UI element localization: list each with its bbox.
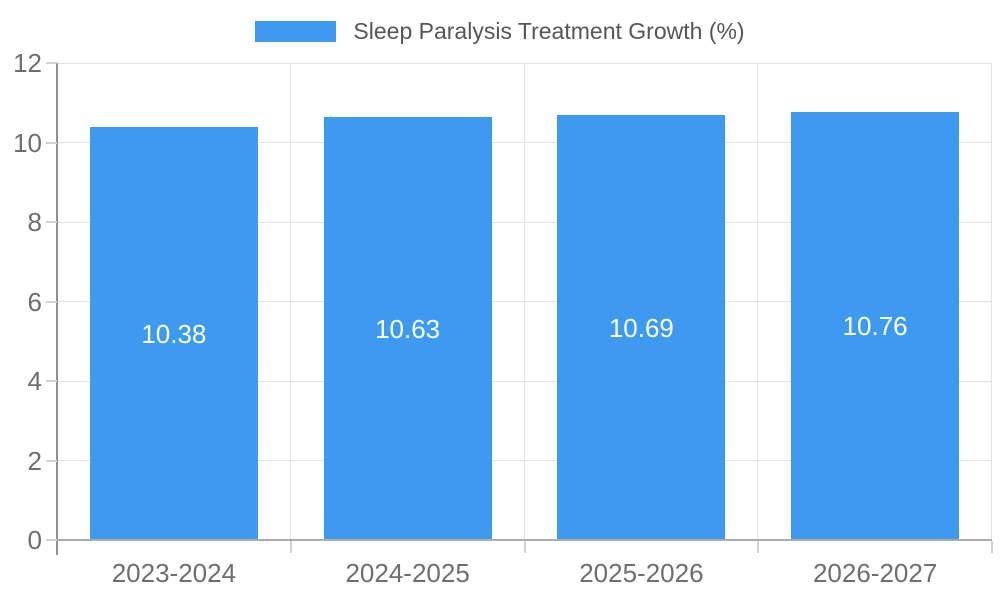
plot-area: 10.38 10.63 10.69 10.76 [57,62,992,540]
gridline-horizontal [57,301,992,302]
chart-legend: Sleep Paralysis Treatment Growth (%) [0,20,1000,43]
y-axis-tick-label: 12 [13,48,42,78]
x-axis-tick-mark [56,541,58,555]
x-axis-category-label: 2024-2025 [345,558,470,588]
bar-2025-2026: 10.69 [557,115,726,540]
gridline-horizontal [57,221,992,223]
bar-value-label: 10.76 [842,311,908,342]
y-axis-tick-mark [46,221,57,223]
x-axis-line [57,539,992,541]
x-axis-category-label: 2025-2026 [579,558,704,588]
gridline-vertical [757,63,759,540]
gridline-vertical [289,63,291,540]
legend-series-label: Sleep Paralysis Treatment Growth (%) [353,18,745,44]
bar-value-label: 10.63 [375,313,441,344]
y-axis-tick-label: 0 [27,525,42,555]
y-axis-tick-label: 10 [13,127,42,158]
y-axis-tick-mark [46,300,57,303]
y-axis-tick-mark [46,380,57,382]
x-axis-category-label: 2026-2027 [812,558,938,588]
x-axis-category-label: 2023-2024 [111,558,237,588]
bar-2026-2027: 10.76 [791,112,960,540]
y-axis-tick-mark [46,539,57,541]
y-axis-tick-mark [46,459,57,462]
x-axis-tick-mark [523,541,526,553]
gridline-horizontal [57,380,992,382]
gridline-horizontal [57,460,992,461]
y-axis-tick-mark [46,141,57,144]
bar-2024-2025: 10.63 [323,117,492,540]
gridline-vertical [991,63,992,540]
y-axis-line [56,63,58,554]
legend-color-swatch [255,21,337,42]
y-axis-tick-label: 4 [27,366,42,396]
y-axis-tick-label: 6 [27,286,42,317]
bar-2023-2024: 10.38 [89,127,258,540]
gridline-vertical [523,63,525,540]
gridline-horizontal [57,142,992,143]
y-axis-tick-label: 8 [27,207,42,237]
x-axis-tick-mark [289,541,292,553]
x-axis-tick-mark [757,541,760,553]
y-axis-tick-label: 2 [27,445,42,476]
x-axis-tick-mark [991,541,993,553]
bar-value-label: 10.38 [141,318,207,349]
y-axis-tick-mark [46,62,57,64]
bar-value-label: 10.69 [608,312,674,343]
gridline-horizontal [57,62,992,64]
